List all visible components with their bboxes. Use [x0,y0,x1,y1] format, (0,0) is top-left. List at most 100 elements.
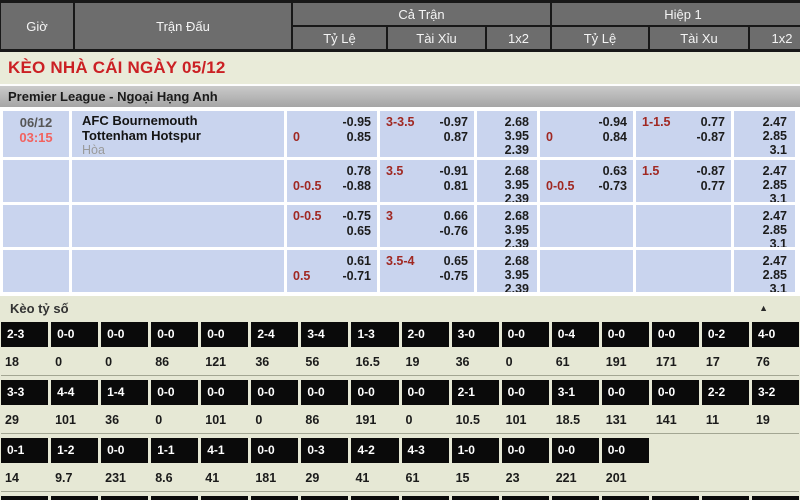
score-odds-value: 86 [155,355,170,369]
handicap-label: 0 [546,129,553,144]
score-odds-value: 10.5 [455,413,480,427]
odds-value: 0.77 [700,115,725,129]
h1-overunder-cell: 1-1.5 0.77 -0.87 [636,111,731,157]
odds-value: 0.85 [346,129,371,144]
odds-line: 0.65 [293,224,371,239]
score-cell: 0-4 [551,322,599,347]
score-odds-value: 0 [105,355,113,369]
odds-line: 0.78 [293,164,371,179]
handicap-label: 0-0.5 [293,178,322,193]
ft-overunder-cell: 3-3.5 -0.97 0.87 [380,111,474,157]
odds-value: -0.94 [598,115,628,129]
score-odds-value: 0 [255,413,263,427]
score-cell: 0-0 [601,438,649,463]
score-cell: 1-2 [51,438,99,463]
score-cell [651,496,699,500]
column-header-ft-overunder: Tài Xỉu [388,27,485,49]
score-odds-value: 14 [5,471,19,485]
odds-value: 0.77 [700,178,725,193]
score-cell: 0-0 [151,380,199,405]
score-section-title: Kèo tỷ số [10,300,69,316]
score-odds-value: 41 [355,471,370,485]
odds-1x2-value: 2.47 [762,254,787,268]
odds-value: -0.97 [439,115,469,129]
score-cell: 1-1 [151,438,199,463]
column-header-h1-1x2: 1x2 [750,27,800,49]
score-odds-value: 61 [405,471,420,485]
odds-line: 0.87 [386,130,468,145]
ft-handicap-cell: 0.61 0.5 -0.71 [287,250,377,292]
score-cell: 2-1 [451,380,499,405]
score-cell [652,438,699,463]
score-cell: 4-3 [401,438,449,463]
odds-line: 0-0.5 -0.75 [293,209,371,224]
score-odds-value: 101 [205,413,227,427]
ft-1x2-cell: 2.68 3.95 2.39 [477,205,537,247]
odds-value: 0.63 [602,164,627,178]
score-header-row-partial [1,496,799,500]
ft-overunder-cell: 3.5-4 0.65 -0.75 [380,250,474,292]
score-cell: 0-1 [1,438,49,463]
odds-1x2-value: 2.39 [504,237,529,247]
odds-value: -0.95 [342,115,372,129]
score-cell [451,496,499,500]
score-header-row: 2-3 0-0 0-0 0-0 0-0 2-4 3-4 1-3 2-0 3-0 0-0 0-4 0-0 0… [1,322,799,347]
score-odds-value: 76 [755,355,770,369]
odds-1x2-value: 2.68 [504,164,529,178]
h1-overunder-cell: 1.5 -0.87 0.77 [636,160,731,202]
odds-line: 3.5-4 0.65 [386,254,468,269]
score-odds-value: 15 [455,471,470,485]
score-cell [401,496,449,500]
score-odds-value: 171 [655,355,677,369]
score-odds-value: 0 [505,355,513,369]
score-grid: 2-3 0-0 0-0 0-0 0-0 2-4 3-4 1-3 2-0 3-0 0-0 0-4 0-0 0… [0,322,800,500]
page-title: KÈO NHÀ CÁI NGÀY 05/12 [8,58,226,77]
odds-value: -0.87 [696,164,726,178]
odds-row: 0.61 0.5 -0.71 3.5-4 0.65 -0.75 2.68 3.95 2.39 2.… [3,250,800,292]
odds-value: -0.73 [598,178,628,193]
score-cell [301,496,349,500]
odds-row: 0-0.5 -0.75 0.65 3 0.66 -0.76 2.68 3.95 2.39 2.47… [3,205,800,247]
column-header-h1-overunder: Tài Xu [650,27,748,49]
match-teams-cell[interactable]: AFC Bournemouth Tottenham Hotspur Hòa [72,111,284,157]
score-cell: 0-0 [101,322,149,347]
odds-rows: 06/12 03:15 AFC Bournemouth Tottenham Hotsp… [0,111,800,292]
score-cell: 0-0 [251,438,299,463]
odds-value: -0.87 [696,129,726,144]
score-odds-value: 19 [755,413,770,427]
score-odds-value: 56 [305,355,320,369]
score-cell: 0-0 [201,380,249,405]
ft-overunder-cell: 3 0.66 -0.76 [380,205,474,247]
score-odds-value: 61 [555,355,570,369]
score-cell: 0-0 [401,380,449,405]
match-time-cell: 06/12 03:15 [3,111,69,157]
score-odds-value: 9.7 [55,471,73,485]
odds-value: -0.75 [342,209,372,223]
score-cell [551,496,599,500]
score-odds-value: 29 [305,471,320,485]
h1-1x2-cell: 2.47 2.85 3.1 [734,250,795,292]
collapse-arrow-up-icon[interactable]: ▲ [759,303,768,313]
odds-1x2-value: 3.1 [769,143,787,157]
match-time-cell [3,205,69,247]
odds-1x2-value: 2.85 [762,178,787,192]
column-header-first-half: Hiệp 1 [552,3,800,25]
score-odds-value [752,465,799,491]
h1-handicap-cell [540,250,633,292]
odds-1x2-value: 2.39 [504,282,529,292]
score-odds-value: 131 [605,413,627,427]
score-odds-value [652,465,699,491]
odds-1x2-value: 2.47 [762,209,787,223]
score-cell: 1-3 [351,322,399,347]
odds-1x2-value: 3.1 [769,237,787,247]
score-odds-value: 121 [205,355,227,369]
score-odds-value: 23 [505,471,520,485]
score-cell [251,496,299,500]
score-cell: 1-0 [451,438,499,463]
score-row-block: 2-3 0-0 0-0 0-0 0-0 2-4 3-4 1-3 2-0 3-0 0-0 0-4 0-0 0… [1,322,799,376]
odds-1x2-value: 3.95 [504,223,529,237]
odds-1x2-value: 3.95 [504,178,529,192]
odds-1x2-value: 2.85 [762,268,787,282]
odds-row: 0.78 0-0.5 -0.88 3.5 -0.91 0.81 2.68 3.95 2.39 0.… [3,160,800,202]
score-cell [501,496,549,500]
